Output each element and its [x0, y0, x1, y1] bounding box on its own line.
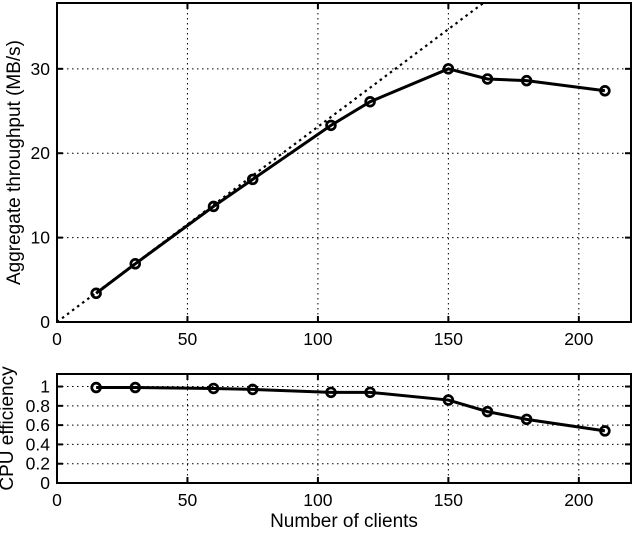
y-tick-label: 0.4 [26, 434, 51, 454]
aggregate-throughput-data-point-marker [246, 173, 259, 186]
x-axis-label: Number of clients [270, 511, 418, 532]
aggregate-throughput-line [95, 67, 606, 295]
y-tick-label: 0 [40, 473, 50, 493]
y-axis-label-bottom: CPU efficiency [0, 366, 18, 491]
panel-top-background [57, 3, 631, 322]
cpu-efficiency-data-point-marker [325, 386, 337, 399]
x-tick-label: 100 [303, 329, 332, 349]
aggregate-throughput-data-point-marker [90, 287, 102, 300]
aggregate-throughput-data-point-marker [129, 258, 142, 270]
x-tick-label: 0 [52, 329, 62, 349]
y-tick-label: 0.8 [26, 396, 50, 416]
aggregate-throughput-data-point-marker [442, 63, 455, 75]
cpu-efficiency-data-point-marker [364, 386, 376, 399]
aggregate-throughput-data-point-marker [599, 85, 611, 97]
x-tick-label: 150 [434, 329, 463, 349]
aggregate-throughput-data-point-marker [207, 200, 220, 213]
cpu-efficiency-data-point-marker [520, 413, 533, 426]
y-tick-label: 0.6 [26, 415, 50, 435]
y-tick-label: 30 [31, 59, 51, 79]
y-tick-label: 1 [40, 377, 50, 397]
panel-bottom-background [57, 374, 631, 483]
y-tick-label: 0 [40, 312, 50, 332]
x-tick-label: 200 [564, 490, 593, 510]
x-tick-label: 150 [434, 490, 463, 510]
x-tick-label: 50 [178, 490, 198, 510]
cpu-efficiency-data-point-marker [129, 381, 142, 394]
cpu-efficiency-data-point-marker [481, 405, 494, 418]
panel-top-border [56, 2, 632, 323]
x-tick-label: 50 [178, 329, 198, 349]
aggregate-throughput-data-point-marker [481, 73, 494, 85]
cpu-efficiency-data-point-marker [246, 383, 259, 396]
x-tick-label: 200 [564, 329, 593, 349]
aggregate-throughput-data-point-marker [325, 119, 337, 132]
panel-bottom-border [56, 373, 632, 484]
x-tick-label: 100 [303, 490, 332, 510]
y-tick-label: 0.2 [26, 454, 50, 474]
aggregate-throughput-data-point-marker [364, 95, 376, 108]
cpu-efficiency-data-point-marker [442, 394, 455, 406]
cpu-efficiency-line [96, 386, 606, 433]
x-tick-label: 0 [52, 490, 62, 510]
cpu-efficiency-data-point-marker [599, 425, 611, 437]
y-axis-label-top: Aggregate throughput (MB/s) [4, 40, 25, 285]
cpu-efficiency-data-point-marker [90, 381, 102, 394]
cpu-efficiency-data-point-marker [207, 382, 220, 395]
aggregate-throughput-data-point-marker [520, 74, 533, 87]
y-tick-label: 20 [31, 143, 51, 163]
y-tick-label: 10 [31, 228, 51, 248]
